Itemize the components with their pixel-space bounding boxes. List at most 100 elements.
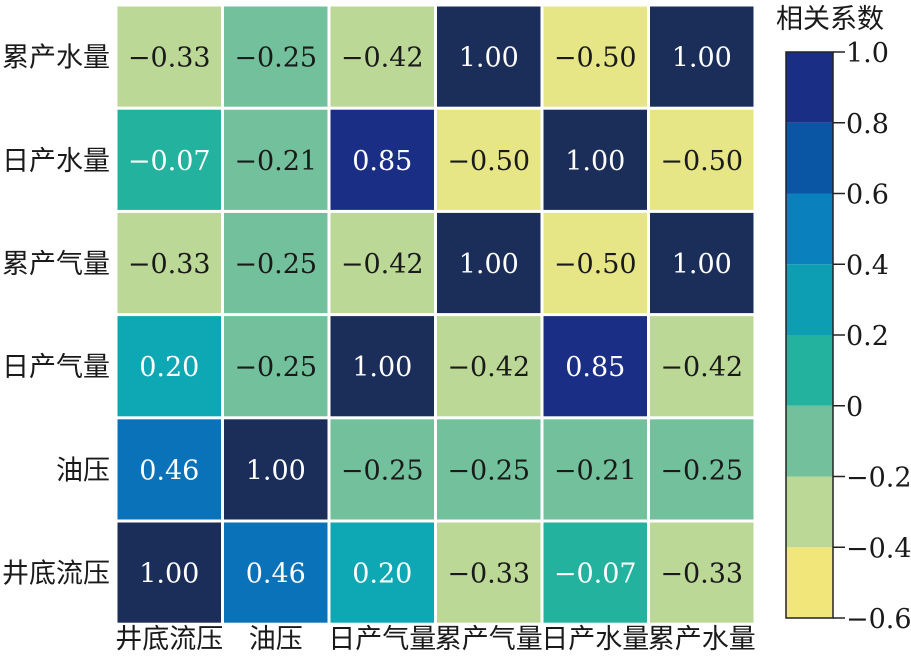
heatmap-cell-r0-c3 [437, 6, 541, 107]
heatmap-cell-r4-c4 [543, 419, 647, 520]
heatmap-cell-r4-c2 [330, 419, 434, 520]
heatmap-cell-label-r5-c4: −0.07 [554, 559, 637, 590]
heatmap-cell-label-r0-c1: −0.25 [234, 43, 317, 74]
x-tick-label-0: 井底流压 [115, 624, 223, 655]
heatmap-cell-label-r4-c1: 1.00 [246, 455, 306, 486]
heatmap-cell-r5-c5 [650, 522, 754, 623]
heatmap-cell-label-r1-c0: −0.07 [128, 146, 211, 177]
heatmap-cell-label-r2-c1: −0.25 [234, 249, 317, 280]
heatmap-cell-r4-c0 [117, 419, 221, 520]
heatmap-cell-r4-c5 [650, 419, 754, 520]
heatmap-cell-label-r3-c4: 0.85 [565, 352, 625, 383]
colorbar-segment-3 [786, 335, 833, 406]
heatmap-cell-label-r2-c0: −0.33 [128, 249, 211, 280]
heatmap-cell-label-r0-c3: 1.00 [459, 43, 519, 74]
y-tick-label-4: 油压 [56, 455, 110, 486]
heatmap-cell-r3-c3 [437, 316, 541, 417]
heatmap-cell-r2-c2 [330, 212, 434, 314]
heatmap-cell-label-r0-c0: −0.33 [128, 43, 211, 74]
heatmap-cell-r3-c0 [117, 316, 221, 417]
colorbar-segment-4 [786, 264, 833, 335]
x-tick-label-3: 累产气量 [435, 624, 543, 655]
colorbar-tick-label-8: −0.6 [846, 604, 911, 635]
colorbar-tick-label-3: 0.4 [846, 250, 889, 281]
heatmap-cell-label-r4-c4: −0.21 [554, 455, 637, 486]
heatmap-cell-label-r4-c3: −0.25 [447, 455, 530, 486]
heatmap-cells [117, 6, 754, 623]
heatmap-cell-r1-c5 [650, 109, 754, 210]
heatmap-cell-label-r4-c2: −0.25 [341, 455, 424, 486]
heatmap-cell-r5-c2 [330, 522, 434, 623]
heatmap-cell-r0-c4 [543, 6, 647, 107]
colorbar: 1.0 0.8 0.6 0.4 0.2 0 −0.2 −0.4 −0.6 相关系数 [776, 4, 911, 635]
heatmap-cell-r5-c3 [437, 522, 541, 623]
heatmap-cell-r0-c5 [650, 6, 754, 107]
heatmap-cell-r1-c2 [330, 109, 434, 210]
heatmap-cell-r0-c1 [224, 6, 328, 107]
colorbar-segment-2 [786, 405, 833, 477]
heatmap-cell-r0-c0 [117, 6, 221, 107]
y-tick-label-1: 日产水量 [2, 146, 110, 177]
heatmap-cell-r0-c2 [330, 6, 434, 107]
heatmap-cell-r5-c4 [543, 522, 647, 623]
heatmap-cell-r3-c2 [330, 316, 434, 417]
heatmap-cell-label-r3-c0: 0.20 [139, 352, 199, 383]
heatmap-cell-r2-c4 [543, 212, 647, 314]
colorbar-tick-label-1: 0.8 [846, 109, 889, 140]
heatmap-cell-label-r1-c5: −0.50 [660, 146, 743, 177]
y-tick-label-0: 累产水量 [2, 43, 110, 74]
heatmap-cell-label-r5-c1: 0.46 [246, 559, 306, 590]
y-tick-label-2: 累产气量 [2, 249, 110, 280]
heatmap-cell-label-r1-c1: −0.21 [234, 146, 317, 177]
heatmap-cell-label-r5-c0: 1.00 [139, 559, 199, 590]
colorbar-segment-6 [786, 122, 833, 194]
colorbar-tick-label-2: 0.6 [846, 180, 889, 211]
heatmap-cell-labels: −0.33 −0.25 −0.42 1.00 −0.50 1.00 −0.07 −0.21 0.… [128, 43, 743, 590]
colorbar-tick-label-4: 0.2 [846, 321, 889, 352]
heatmap-cell-label-r3-c1: −0.25 [234, 352, 317, 383]
x-tick-label-4: 日产水量 [541, 624, 649, 655]
heatmap-cell-label-r2-c2: −0.42 [341, 249, 424, 280]
heatmap-cell-label-r5-c2: 0.20 [352, 559, 412, 590]
heatmap-cell-r5-c0 [117, 522, 221, 623]
x-tick-label-1: 油压 [249, 624, 303, 655]
heatmap-cell-label-r2-c5: 1.00 [672, 249, 732, 280]
colorbar-title: 相关系数 [776, 4, 884, 35]
heatmap-cell-label-r1-c2: 0.85 [352, 146, 412, 177]
heatmap-cell-label-r3-c5: −0.42 [660, 352, 743, 383]
heatmap-cell-label-r4-c0: 0.46 [139, 455, 199, 486]
heatmap-cell-label-r2-c3: 1.00 [459, 249, 519, 280]
heatmap-cell-label-r0-c2: −0.42 [341, 43, 424, 74]
heatmap-cell-r4-c3 [437, 419, 541, 520]
y-tick-label-5: 井底流压 [2, 559, 110, 590]
heatmap-cell-label-r0-c4: −0.50 [554, 43, 637, 74]
heatmap-cell-r1-c1 [224, 109, 328, 210]
colorbar-segment-7 [786, 52, 833, 123]
y-tick-label-3: 日产气量 [2, 352, 110, 383]
colorbar-segment-1 [786, 476, 833, 548]
x-tick-label-5: 累产水量 [648, 624, 756, 655]
heatmap-cell-label-r5-c5: −0.33 [660, 559, 743, 590]
heatmap-cell-label-r3-c2: 1.00 [352, 352, 412, 383]
heatmap-cell-r3-c4 [543, 316, 647, 417]
heatmap-cell-label-r4-c5: −0.25 [660, 455, 743, 486]
heatmap-cell-label-r3-c3: −0.42 [447, 352, 530, 383]
heatmap-cell-r2-c1 [224, 212, 328, 314]
colorbar-tick-label-0: 1.0 [846, 38, 889, 69]
heatmap-cell-label-r5-c3: −0.33 [447, 559, 530, 590]
colorbar-tick-label-7: −0.4 [846, 533, 911, 564]
heatmap-cell-r1-c3 [437, 109, 541, 210]
x-tick-label-2: 日产气量 [328, 624, 436, 655]
heatmap-cell-r3-c5 [650, 316, 754, 417]
heatmap-cell-label-r1-c4: 1.00 [565, 146, 625, 177]
heatmap-cell-r1-c0 [117, 109, 221, 210]
heatmap-cell-r4-c1 [224, 419, 328, 520]
heatmap-cell-r5-c1 [224, 522, 328, 623]
colorbar-segment-5 [786, 193, 833, 265]
heatmap-cell-r2-c3 [437, 212, 541, 314]
heatmap-cell-r3-c1 [224, 316, 328, 417]
